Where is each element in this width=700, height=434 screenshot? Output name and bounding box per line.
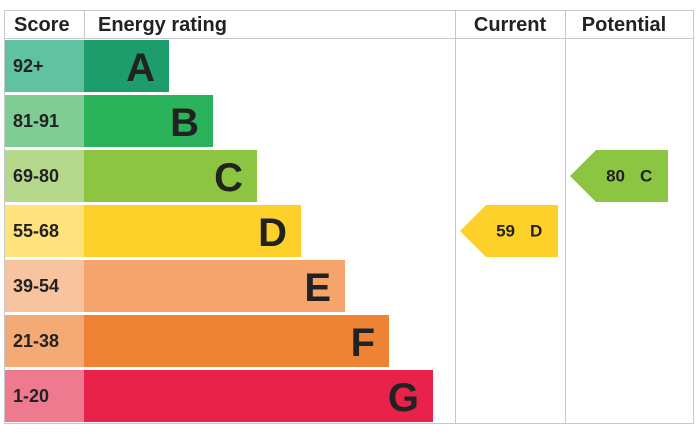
rating-letter: B bbox=[170, 101, 199, 145]
score-cell bbox=[5, 315, 84, 367]
rating-bar bbox=[84, 260, 345, 312]
header-score: Score bbox=[14, 14, 70, 36]
rating-bar bbox=[84, 205, 301, 257]
score-label: 69-80 bbox=[13, 166, 59, 186]
current-value: 59 bbox=[496, 222, 515, 241]
rating-bar bbox=[84, 95, 213, 147]
header-rating: Energy rating bbox=[98, 14, 227, 36]
rating-letter: E bbox=[304, 266, 331, 310]
header-current: Current bbox=[474, 14, 547, 36]
score-label: 39-54 bbox=[13, 276, 59, 296]
rating-letter: D bbox=[258, 211, 287, 255]
rating-letter: A bbox=[126, 46, 155, 90]
frame bbox=[4, 10, 694, 424]
score-label: 81-91 bbox=[13, 111, 59, 131]
rating-letter: C bbox=[214, 156, 243, 200]
header-potential: Potential bbox=[582, 14, 666, 36]
score-label: 21-38 bbox=[13, 331, 59, 351]
rating-bar bbox=[84, 315, 389, 367]
score-cell bbox=[5, 370, 84, 422]
score-cell bbox=[5, 260, 84, 312]
score-cell bbox=[5, 40, 84, 92]
score-label: 92+ bbox=[13, 56, 44, 76]
rating-letter: F bbox=[351, 321, 375, 365]
potential-value: 80 bbox=[606, 167, 625, 186]
potential-letter: C bbox=[640, 167, 652, 186]
current-arrow bbox=[460, 205, 558, 257]
score-cell bbox=[5, 205, 84, 257]
current-letter: D bbox=[530, 222, 542, 241]
potential-arrow bbox=[570, 150, 668, 202]
score-cell bbox=[5, 95, 84, 147]
rating-letter: G bbox=[388, 376, 419, 420]
score-label: 55-68 bbox=[13, 221, 59, 241]
rating-bar bbox=[84, 150, 257, 202]
rating-bar bbox=[84, 40, 169, 92]
score-cell bbox=[5, 150, 84, 202]
score-label: 1-20 bbox=[13, 386, 49, 406]
rating-bar bbox=[84, 370, 433, 422]
